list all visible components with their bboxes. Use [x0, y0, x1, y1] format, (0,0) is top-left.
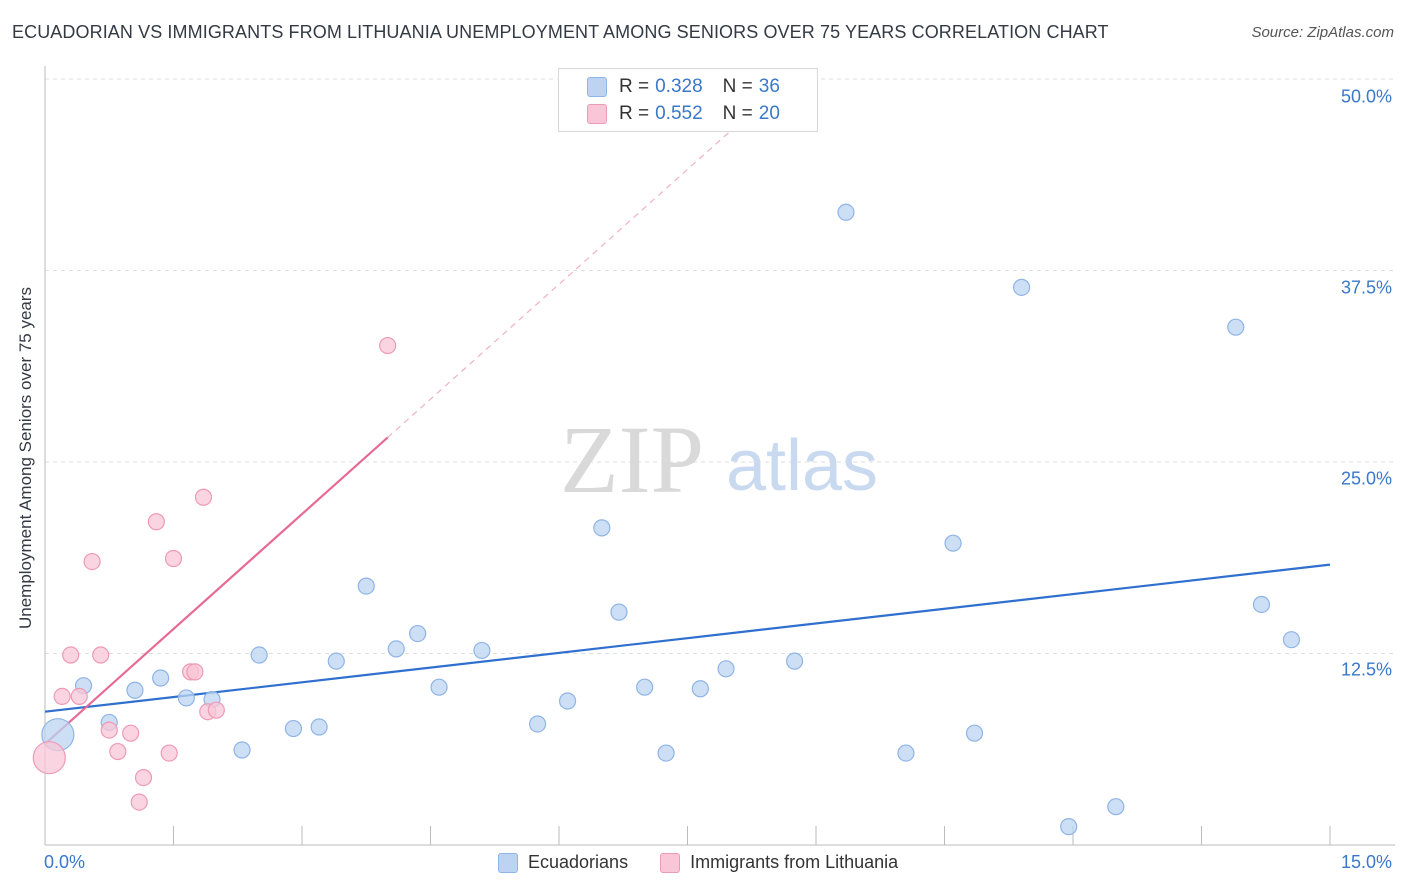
point-ecuadorians [409, 624, 427, 643]
point-ecuadorians [636, 678, 654, 696]
legend-n-label: N = [722, 103, 753, 124]
point-ecuadorians [1227, 318, 1245, 336]
point-ecuadorians [785, 652, 804, 670]
legend-item-ecuadorians: Ecuadorians [498, 852, 628, 873]
chart-title: ECUADORIAN VS IMMIGRANTS FROM LITHUANIA … [12, 22, 1109, 42]
correlation-legend: R = 0.328 N = 36 R = 0.552 N = 20 [558, 68, 818, 132]
point-lithuania [160, 744, 178, 762]
trend-extension-lithuania [387, 130, 731, 438]
legend-swatch-pink [587, 104, 607, 124]
point-lithuania [32, 741, 66, 775]
point-ecuadorians [897, 744, 915, 762]
point-lithuania [147, 513, 165, 531]
point-lithuania [92, 646, 110, 664]
trend-line-ecuadorians [44, 563, 1331, 713]
point-ecuadorians [558, 692, 577, 710]
point-ecuadorians [387, 640, 405, 658]
legend-r-value: 0.552 [655, 103, 703, 124]
legend-row-lithuania: R = 0.552 N = 20 [587, 102, 780, 126]
legend-n-value: 36 [758, 76, 780, 97]
legend-label: Immigrants from Lithuania [690, 852, 899, 872]
point-ecuadorians [1012, 278, 1031, 296]
legend-row-ecuadorians: R = 0.328 N = 36 [587, 75, 780, 99]
y-tick-label: 12.5% [1340, 659, 1392, 680]
point-ecuadorians [610, 603, 628, 621]
x-tick-min: 0.0% [44, 852, 86, 872]
y-tick-label: 25.0% [1340, 468, 1392, 489]
point-ecuadorians [1282, 631, 1301, 649]
point-ecuadorians [593, 519, 611, 537]
point-ecuadorians [1107, 798, 1125, 816]
point-ecuadorians [310, 718, 328, 736]
point-lithuania [53, 687, 71, 705]
point-lithuania [83, 552, 101, 571]
legend-r-label: R = [619, 76, 650, 97]
point-ecuadorians [284, 719, 303, 738]
point-lithuania [207, 701, 225, 719]
legend-swatch-blue [498, 852, 518, 873]
point-lithuania [194, 488, 213, 506]
point-ecuadorians [1060, 818, 1078, 836]
legend-r-label: R = [619, 103, 650, 124]
point-ecuadorians [657, 744, 675, 762]
point-lithuania [109, 742, 127, 761]
point-ecuadorians [528, 715, 547, 733]
point-ecuadorians [965, 724, 984, 742]
y-tick-label: 50.0% [1340, 86, 1392, 107]
point-ecuadorians [152, 669, 170, 687]
legend-swatch-pink [660, 852, 681, 873]
source-label: Source: ZipAtlas.com [1251, 24, 1394, 41]
data-points [32, 203, 1301, 836]
point-ecuadorians [944, 534, 962, 552]
point-lithuania [186, 663, 204, 681]
point-lithuania [130, 793, 148, 811]
legend-swatch-blue [587, 77, 607, 97]
point-ecuadorians [473, 641, 491, 660]
watermark-zip: ZIP [560, 406, 704, 513]
point-ecuadorians [430, 678, 448, 696]
legend-item-lithuania: Immigrants from Lithuania [660, 852, 898, 873]
trend-lines [44, 130, 1331, 745]
watermark-atlas: atlas [726, 426, 878, 506]
y-axis-label: Unemployment Among Seniors over 75 years [16, 286, 35, 630]
legend-r-value: 0.328 [655, 76, 703, 97]
point-ecuadorians [126, 681, 144, 699]
point-lithuania [62, 646, 80, 664]
point-lithuania [122, 724, 140, 742]
point-ecuadorians [717, 660, 735, 678]
x-tick-max: 15.0% [1340, 852, 1392, 872]
axes [44, 66, 1395, 846]
point-ecuadorians [250, 646, 268, 664]
legend-label: Ecuadorians [528, 852, 629, 872]
y-tick-label: 37.5% [1340, 277, 1392, 298]
legend-n-label: N = [722, 76, 753, 97]
point-ecuadorians [1252, 595, 1271, 614]
point-lithuania [164, 549, 183, 568]
point-ecuadorians [327, 652, 345, 670]
point-ecuadorians [357, 577, 375, 595]
point-ecuadorians [177, 689, 195, 707]
point-lithuania [134, 768, 153, 787]
point-ecuadorians [233, 741, 251, 759]
watermark: ZIP atlas [560, 406, 878, 513]
point-ecuadorians [691, 680, 709, 698]
point-lithuania [70, 687, 88, 705]
point-ecuadorians [837, 203, 855, 221]
grid-lines [45, 78, 1395, 654]
point-lithuania [379, 336, 397, 355]
series-legend: Ecuadorians Immigrants from Lithuania [498, 852, 930, 873]
legend-n-value: 20 [758, 103, 780, 124]
trend-line-lithuania [44, 436, 389, 745]
point-lithuania [100, 721, 118, 739]
